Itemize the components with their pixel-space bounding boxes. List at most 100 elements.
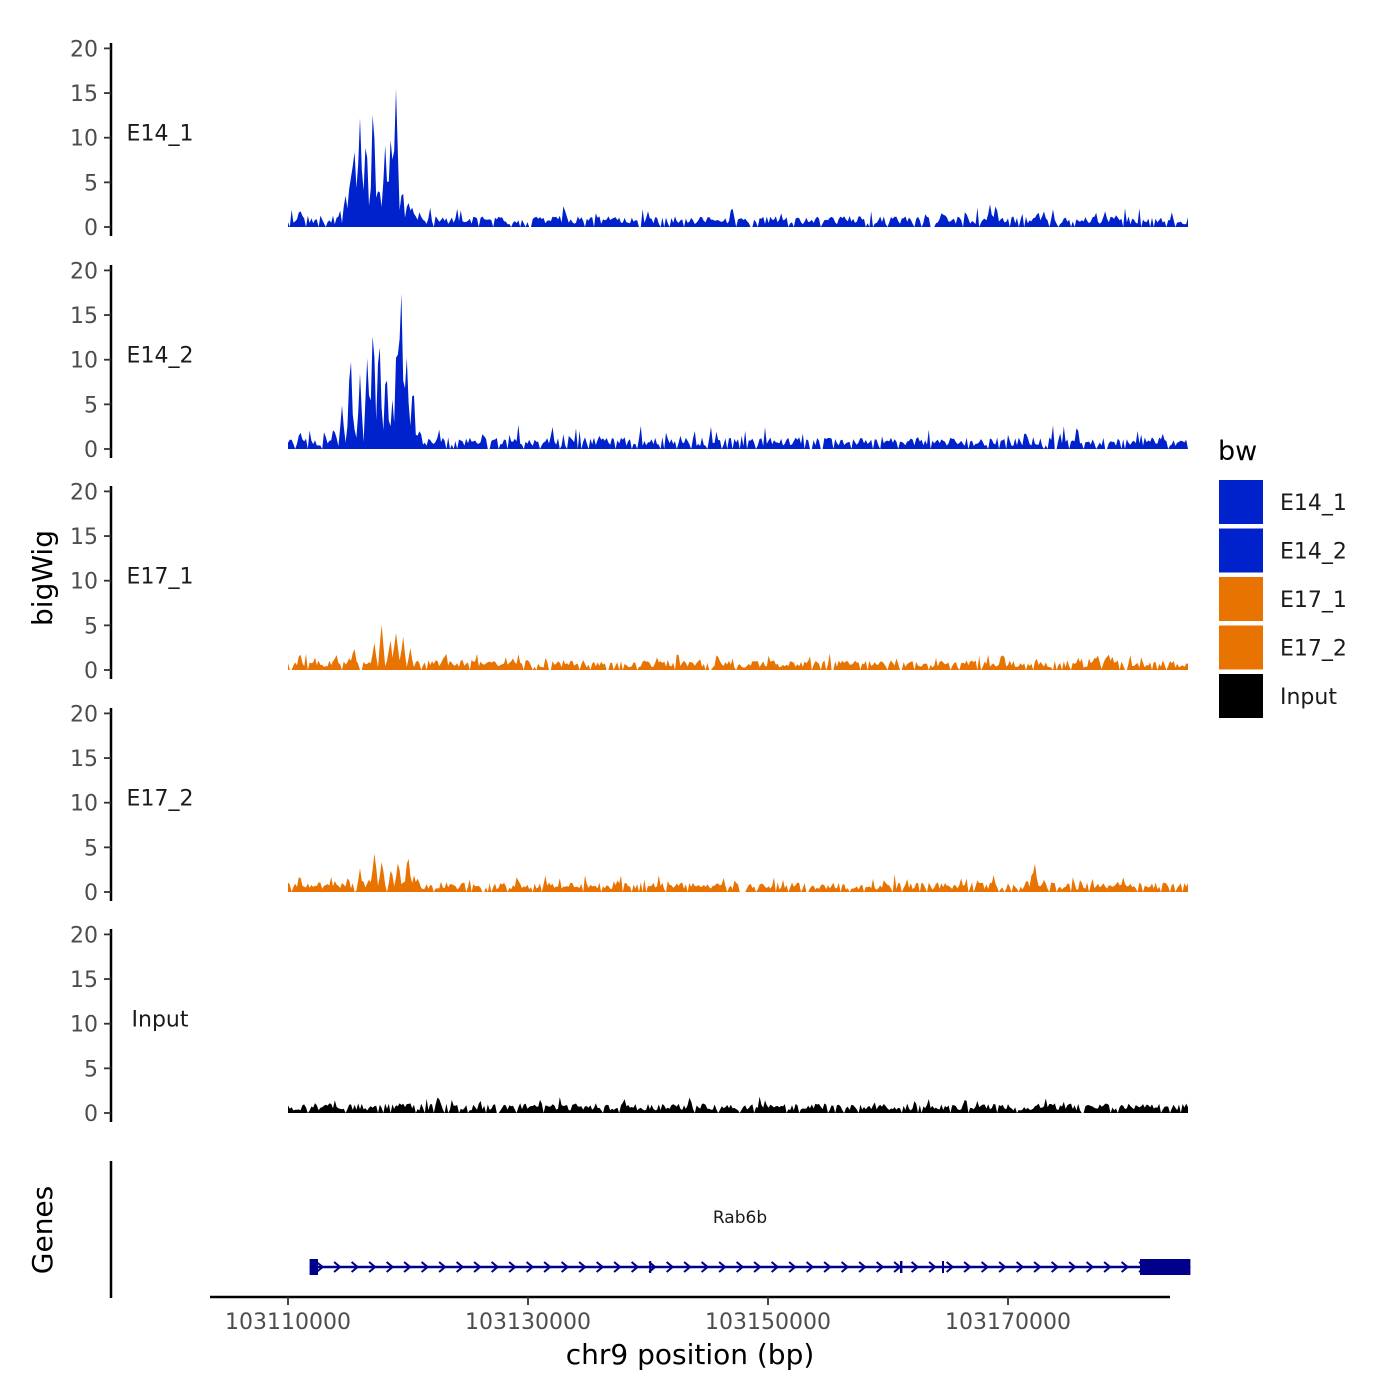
signal-area — [288, 624, 1188, 670]
signal-area — [288, 1096, 1188, 1113]
strand-arrow — [928, 1261, 937, 1273]
strand-arrow — [560, 1261, 570, 1273]
strand-arrow — [945, 1261, 955, 1273]
gene-name-label: Rab6b — [713, 1208, 767, 1228]
y-tick-label: 10 — [70, 792, 98, 817]
y-tick-label: 20 — [70, 37, 98, 62]
strand-arrow — [683, 1261, 692, 1273]
x-tick-label: 103130000 — [465, 1310, 591, 1335]
legend-title: bw — [1218, 436, 1257, 467]
y-tick-label: 15 — [70, 968, 98, 993]
x-axis-title: chr9 position (bp) — [566, 1338, 815, 1371]
legend-swatch — [1219, 528, 1263, 573]
gene-exon — [942, 1261, 944, 1273]
track-label: E17_1 — [127, 565, 194, 590]
y-tick-label: 5 — [84, 393, 98, 418]
strand-arrow — [875, 1261, 885, 1273]
strand-arrow — [910, 1261, 920, 1273]
strand-arrow — [1015, 1261, 1025, 1273]
gene-exon — [309, 1259, 318, 1275]
strand-arrow — [525, 1261, 535, 1273]
legend-swatch — [1219, 577, 1263, 621]
strand-arrow — [858, 1261, 867, 1273]
strand-arrow — [1068, 1261, 1077, 1273]
y-tick-label: 20 — [70, 259, 98, 284]
strand-arrow — [315, 1261, 325, 1273]
strand-arrow — [1120, 1261, 1130, 1273]
strand-arrow — [735, 1261, 745, 1273]
legend-label: E14_2 — [1280, 540, 1347, 565]
y-tick-label: 5 — [84, 836, 98, 861]
strand-arrow — [368, 1261, 377, 1273]
tracks-layer: 05101520E14_105101520E14_205101520E17_10… — [70, 37, 1188, 1127]
y-tick-label: 15 — [70, 747, 98, 772]
strand-arrow — [788, 1261, 797, 1273]
y-tick-label: 15 — [70, 304, 98, 329]
y-axis-title: bigWig — [26, 530, 59, 626]
strand-arrow — [1050, 1261, 1060, 1273]
legend-label: Input — [1280, 685, 1337, 710]
y-tick-label: 10 — [70, 570, 98, 595]
strand-arrow — [998, 1261, 1007, 1273]
legend-swatch — [1219, 674, 1263, 718]
legend-label: E17_2 — [1280, 637, 1347, 662]
y-tick-label: 20 — [70, 923, 98, 948]
strand-arrow — [630, 1261, 640, 1273]
signal-area — [288, 853, 1188, 892]
y-tick-label: 0 — [84, 659, 98, 684]
strand-arrow — [1103, 1261, 1112, 1273]
track-e17-1: 0 5 10 15 20 E17_1 — [70, 480, 1188, 684]
strand-arrow — [718, 1261, 727, 1273]
strand-arrow — [350, 1261, 360, 1273]
y-tick-label: 20 — [70, 702, 98, 727]
gene-exon — [900, 1261, 903, 1273]
y-tick-label: 0 — [84, 881, 98, 906]
track-e14-2: 0 5 10 15 20 E14_2 — [70, 259, 1188, 463]
strand-arrow — [403, 1261, 412, 1273]
y-tick-label: 20 — [70, 480, 98, 505]
gene-exon — [1140, 1259, 1191, 1275]
y-tick-label: 10 — [70, 1013, 98, 1038]
strand-arrow — [980, 1261, 990, 1273]
y-tick-label: 5 — [84, 1057, 98, 1082]
legend-swatch — [1219, 625, 1263, 670]
y-tick-label: 0 — [84, 1102, 98, 1127]
track-label: E17_2 — [127, 787, 194, 812]
strand-arrow — [665, 1261, 675, 1273]
strand-arrow — [805, 1261, 815, 1273]
x-tick-label: 103150000 — [705, 1310, 831, 1335]
strand-arrow — [963, 1261, 972, 1273]
strand-arrow — [455, 1261, 465, 1273]
legend-label: E14_1 — [1280, 491, 1347, 516]
gene-exon — [649, 1261, 652, 1273]
y-tick-label: 5 — [84, 614, 98, 639]
y-tick-label: 15 — [70, 525, 98, 550]
track-label: E14_1 — [127, 122, 194, 147]
strand-arrow — [490, 1261, 500, 1273]
signal-area — [288, 88, 1188, 228]
track-e14-1: 0 5 10 15 20 E14_1 — [70, 37, 1188, 241]
strand-arrow — [840, 1261, 850, 1273]
legend-swatch — [1219, 480, 1263, 524]
strand-arrow — [385, 1261, 395, 1273]
x-tick-label: 103110000 — [225, 1310, 351, 1335]
strand-arrow — [333, 1261, 342, 1273]
strand-arrow — [1033, 1261, 1042, 1273]
strand-arrow — [438, 1261, 447, 1273]
y-tick-label: 0 — [84, 438, 98, 463]
track-label: Input — [132, 1008, 189, 1033]
strand-arrow — [543, 1261, 552, 1273]
track-input: 0 5 10 15 20 Input — [70, 923, 1188, 1127]
strand-arrow — [823, 1261, 832, 1273]
strand-arrow — [420, 1261, 430, 1273]
strand-arrow — [595, 1261, 605, 1273]
genes-axis-title: Genes — [26, 1186, 59, 1274]
x-axis: 103110000 103130000 103150000 103170000 — [210, 1295, 1170, 1335]
y-tick-label: 10 — [70, 349, 98, 374]
strand-arrow — [700, 1261, 710, 1273]
gene-track: Rab6b — [109, 1161, 1191, 1298]
strand-arrow — [613, 1261, 622, 1273]
x-tick-label: 103170000 — [945, 1310, 1071, 1335]
